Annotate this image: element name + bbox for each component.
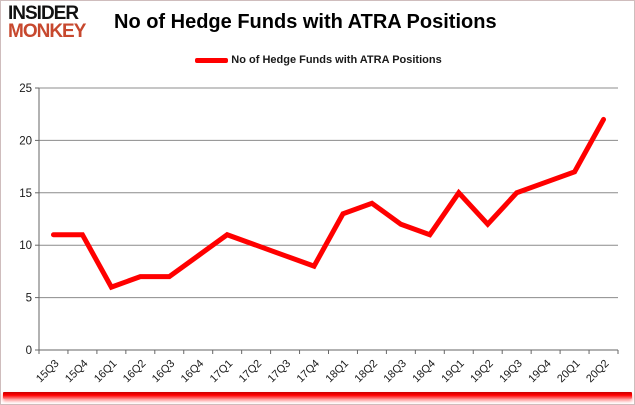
accent-bar <box>3 392 632 399</box>
brand-logo-line1: INSIDER <box>8 3 79 24</box>
y-axis-tick-label: 0 <box>26 345 32 357</box>
x-axis-tick-label: 17Q1 <box>208 358 236 386</box>
series-line <box>50 116 607 291</box>
x-axis-tick-label: 17Q4 <box>295 358 323 386</box>
chart-title: No of Hedge Funds with ATRA Positions <box>114 11 497 33</box>
x-axis-tick-label: 16Q1 <box>92 358 120 386</box>
brand-logo-line2: MONKEY <box>8 21 86 42</box>
y-axis-tick-label: 10 <box>19 240 32 252</box>
y-axis-tick-label: 15 <box>19 188 32 200</box>
y-axis-tick-label: 20 <box>19 135 32 147</box>
y-axis-tick-label: 5 <box>26 293 32 305</box>
chart-canvas: 0 5 10 15 20 25 15Q3 15Q4 16Q1 16Q2 16Q3 16Q4 17Q1 17… <box>1 73 635 391</box>
y-axis-tick-label: 25 <box>19 83 32 95</box>
x-axis-tick-label: 15Q3 <box>34 358 62 386</box>
brand-logo: INSIDER MONKEY <box>8 3 86 42</box>
x-axis-tick-label: 20Q1 <box>555 358 583 386</box>
legend-label: No of Hedge Funds with ATRA Positions <box>231 54 442 66</box>
legend: No of Hedge Funds with ATRA Positions <box>1 54 635 66</box>
x-axis-tick-label: 19Q3 <box>497 358 525 386</box>
x-axis-tick-label: 19Q2 <box>468 358 496 386</box>
x-axis-tick-label: 17Q3 <box>266 358 294 386</box>
legend-marker-line <box>195 57 229 63</box>
x-axis-tick-label: 20Q2 <box>584 358 612 386</box>
x-axis-tick-label: 17Q2 <box>237 358 265 386</box>
x-axis-tick-label: 19Q1 <box>439 358 467 386</box>
x-axis-tick-label: 18Q2 <box>353 358 381 386</box>
x-axis-tick-label: 15Q4 <box>63 358 91 386</box>
x-axis-tick-label: 19Q4 <box>526 358 554 386</box>
x-axis-tick-label: 16Q3 <box>150 358 178 386</box>
x-axis-tick-label: 18Q4 <box>410 358 438 386</box>
x-axis-tick-label: 18Q1 <box>324 358 352 386</box>
x-axis-tick-label: 16Q4 <box>179 358 207 386</box>
x-axis-tick-label: 16Q2 <box>121 358 149 386</box>
x-axis-tick-label: 18Q3 <box>381 358 409 386</box>
